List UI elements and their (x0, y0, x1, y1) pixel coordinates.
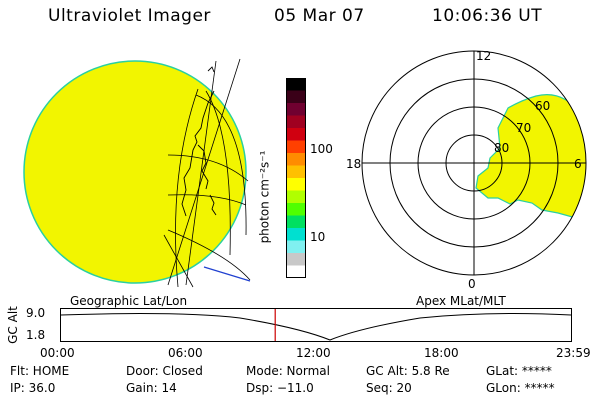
orbit-y-tick-high: 9.0 (26, 306, 46, 320)
status-seq: Seq: 20 (366, 381, 412, 395)
status-glat: GLat: ***** (486, 364, 552, 378)
lat-label-70: 70 (516, 121, 531, 135)
colorbar-tick-100: 100 (310, 142, 333, 156)
time-label: 10:06:36 UT (432, 6, 543, 26)
orbit-x-tick-1800: 18:00 (424, 346, 459, 360)
polar-mlt-plot: 12 18 6 0 60 70 80 (346, 49, 587, 291)
terminator-line (203, 266, 251, 282)
colorbar-swatch (286, 190, 306, 204)
colorbar-swatch (286, 240, 306, 254)
colorbar-swatch (286, 128, 306, 141)
colorbar-swatch (286, 78, 306, 91)
instrument-title: Ultraviolet Imager (48, 6, 211, 26)
orbit-altitude-plot (60, 308, 572, 342)
orbit-y-label: GC Alt (5, 306, 20, 344)
mlt-label-6: 6 (574, 157, 582, 171)
lat-label-60: 60 (535, 99, 550, 113)
colorbar-swatch (286, 215, 306, 229)
geographic-view-label: Geographic Lat/Lon (70, 294, 188, 308)
apex-view-label: Apex MLat/MLT (416, 294, 506, 308)
mlt-label-12: 12 (476, 49, 491, 63)
status-mode: Mode: Normal (246, 364, 330, 378)
orbit-x-tick-0600: 06:00 (168, 346, 203, 360)
status-ip: IP: 36.0 (10, 381, 56, 395)
colorbar-tick-10: 10 (310, 230, 326, 244)
colorbar-swatch (286, 103, 306, 116)
colorbar-swatch (286, 228, 306, 241)
lat-lon-grid (163, 58, 251, 288)
status-flt: Flt: HOME (10, 364, 70, 378)
mlt-label-0: 0 (468, 277, 476, 291)
geographic-globe-image (23, 58, 251, 288)
colorbar-swatch (286, 178, 306, 191)
status-gain: Gain: 14 (126, 381, 177, 395)
colorbar-swatch (286, 90, 306, 104)
orbit-x-tick-1200: 12:00 (296, 346, 331, 360)
status-dsp: Dsp: −11.0 (246, 381, 314, 395)
colorbar-unit-label: photon cm⁻²s⁻¹ (257, 150, 272, 244)
colorbar-swatch (286, 165, 306, 179)
orbit-x-tick-0000: 00:00 (40, 346, 75, 360)
globe-disk (23, 60, 247, 284)
orbit-x-tick-2359: 23:59 (556, 346, 591, 360)
colorbar-swatch (286, 115, 306, 129)
colorbar-swatch (286, 203, 306, 216)
lat-label-80: 80 (494, 141, 509, 155)
date-label: 05 Mar 07 (274, 6, 365, 26)
colorbar (286, 78, 306, 278)
status-door: Door: Closed (126, 364, 203, 378)
colorbar-swatch (286, 253, 306, 266)
orbit-altitude-curve (60, 313, 572, 341)
colorbar-swatch (286, 265, 306, 278)
status-gc-alt: GC Alt: 5.8 Re (366, 364, 450, 378)
orbit-y-tick-low: 1.8 (26, 328, 46, 342)
coastline (181, 66, 217, 217)
colorbar-swatch (286, 153, 306, 166)
aurora-region (475, 94, 586, 219)
mlt-label-18: 18 (346, 157, 361, 171)
colorbar-swatch (286, 140, 306, 154)
status-glon: GLon: ***** (486, 381, 555, 395)
